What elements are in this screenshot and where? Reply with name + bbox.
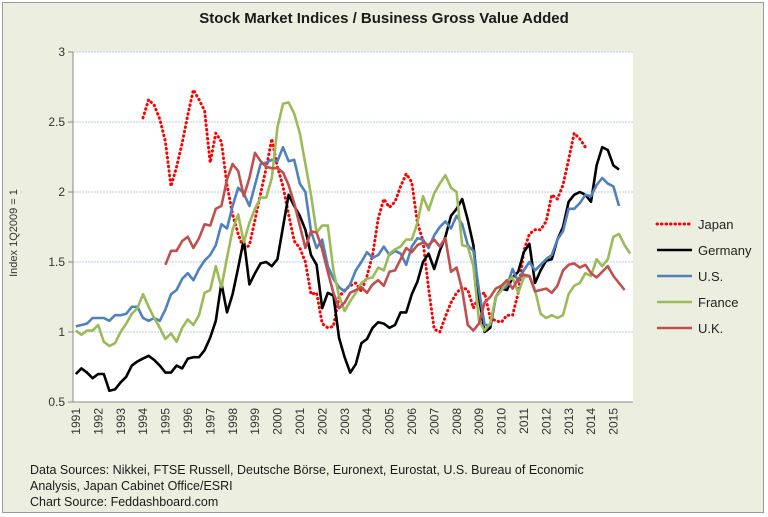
chart-title: Stock Market Indices / Business Gross Va… [199,10,569,27]
x-tick-labels: 1991 1992 1993 1994 1995 1996 1997 1998 1999 2000… [69,408,621,435]
y-tick-label: 0.5 [48,395,65,409]
x-tick-label: 2014 [584,408,598,435]
legend-label: France [698,295,738,310]
x-tick-label: 2003 [338,408,352,435]
y-tick-label: 2 [58,185,65,199]
legend-label: Germany [698,243,752,258]
x-tick-label: 2013 [562,408,576,435]
x-tick-label: 2011 [517,408,531,434]
y-tick-label: 1 [58,325,65,339]
x-tick-label: 1995 [159,408,173,435]
series-line-germany [74,145,620,393]
legend: Japan Germany U.S. France U.K. [655,217,752,336]
x-tick-label: 2007 [427,408,441,435]
x-tick-label: 1992 [91,408,105,435]
legend-label: Japan [698,217,733,232]
sources-line-2: Analysis, Japan Cabinet Office/ESRI [30,479,233,493]
plot-area [73,52,633,402]
chart-source-line: Chart Source: Feddashboard.com [30,495,219,509]
x-tick-label: 2004 [360,408,374,435]
legend-label: U.S. [698,269,723,284]
x-tick-label: 2015 [607,408,621,435]
x-tick-label: 1998 [226,408,240,435]
gridlines [68,51,633,403]
y-tick-label: 3 [58,45,65,59]
x-tick-label: 2005 [383,408,397,435]
series-line-france [75,101,632,348]
x-tick-label: 2001 [293,408,307,435]
series-lines [74,88,632,393]
series-line-uk [164,151,626,332]
x-tick-label: 1997 [203,408,217,435]
x-tick-label: 2002 [315,408,329,435]
series-line-us [75,145,621,328]
x-tick-label: 1991 [69,408,83,435]
x-tick-label: 1993 [114,408,128,435]
x-tick-label: 2010 [495,408,509,435]
x-tick-label: 2009 [472,408,486,435]
y-tick-label: 1.5 [48,255,65,269]
x-tick-label: 1999 [248,408,262,435]
y-tick-label: 2.5 [48,115,65,129]
x-tick-label: 2006 [405,408,419,435]
axes [72,52,633,403]
x-tick-label: 2008 [450,408,464,435]
data-sources-note: Data Sources: Nikkei, FTSE Russell, Deut… [30,462,584,510]
y-tick-labels: 0.5 1 1.5 2 2.5 3 [48,45,65,409]
x-tick-label: 2012 [539,408,553,435]
x-tick-label: 1994 [136,408,150,435]
series-line-japan [141,88,587,334]
x-tick-label: 1996 [181,408,195,435]
legend-label: U.K. [698,321,723,336]
x-tick-label: 2000 [271,408,285,435]
sources-line-1: Data Sources: Nikkei, FTSE Russell, Deut… [30,463,584,477]
